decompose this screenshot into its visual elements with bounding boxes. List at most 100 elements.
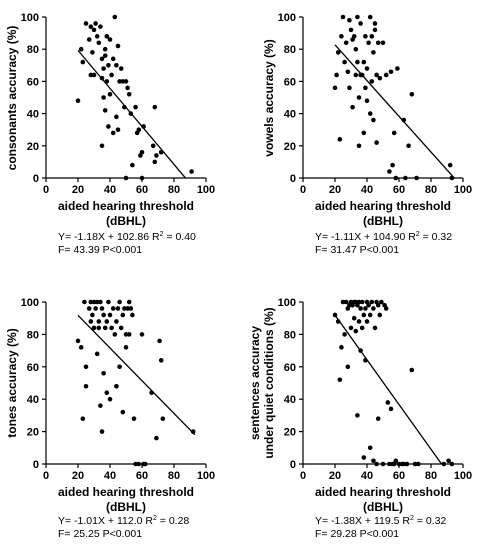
data-point bbox=[101, 312, 106, 318]
data-point bbox=[390, 162, 395, 168]
data-point bbox=[374, 72, 379, 78]
data-point bbox=[101, 95, 106, 100]
data-point bbox=[353, 72, 359, 78]
data-point bbox=[356, 95, 362, 100]
data-point bbox=[125, 306, 130, 311]
f-statistic: F= 29.28 P<0.001 bbox=[315, 528, 399, 540]
data-point bbox=[377, 75, 383, 81]
data-point bbox=[99, 75, 105, 81]
data-point bbox=[102, 325, 108, 331]
data-point bbox=[99, 306, 105, 311]
y-tick-label: 40 bbox=[27, 394, 39, 406]
data-point bbox=[128, 111, 134, 116]
data-point bbox=[415, 461, 421, 467]
equation-text: Y= -1.11X + 104.90 R bbox=[315, 231, 416, 243]
data-point bbox=[75, 98, 81, 104]
data-point bbox=[377, 312, 383, 318]
data-point bbox=[123, 79, 129, 84]
equation-text: Y= -1.38X + 119.5 R bbox=[315, 515, 410, 527]
data-point bbox=[83, 21, 89, 26]
data-point bbox=[412, 461, 418, 467]
data-point bbox=[133, 104, 138, 110]
data-point bbox=[101, 370, 106, 376]
y-axis-label: vowels accuracy (%) bbox=[262, 39, 276, 156]
y-tick-label: 100 bbox=[21, 12, 39, 24]
data-point bbox=[396, 461, 402, 467]
y-tick-label: 60 bbox=[284, 76, 296, 88]
r-squared-value: = 0.32 bbox=[414, 515, 447, 527]
data-point bbox=[118, 66, 124, 71]
data-point bbox=[393, 458, 399, 464]
data-point bbox=[367, 312, 373, 318]
data-point bbox=[83, 383, 89, 389]
data-point bbox=[94, 34, 100, 39]
y-tick-label: 20 bbox=[284, 141, 296, 153]
x-tick-label: 80 bbox=[425, 184, 437, 196]
data-point bbox=[366, 40, 371, 46]
data-point bbox=[447, 162, 453, 168]
data-point bbox=[117, 79, 122, 84]
data-point bbox=[98, 403, 103, 408]
data-point bbox=[118, 325, 124, 331]
data-point bbox=[369, 34, 375, 39]
data-point bbox=[149, 390, 154, 396]
data-point bbox=[94, 299, 100, 305]
data-point bbox=[115, 127, 121, 132]
data-point bbox=[337, 137, 343, 142]
x-tick-label: 40 bbox=[104, 184, 116, 196]
data-point bbox=[353, 328, 359, 334]
data-point bbox=[141, 124, 146, 129]
x-tick-label: 100 bbox=[454, 184, 472, 196]
f-statistic: F= 25.25 P<0.001 bbox=[58, 528, 142, 540]
x-axis-unit: (dBHL) bbox=[106, 214, 146, 228]
data-point bbox=[110, 306, 116, 311]
data-point bbox=[350, 104, 355, 110]
x-tick-label: 60 bbox=[136, 184, 148, 196]
data-point bbox=[358, 21, 363, 26]
y-tick-label: 80 bbox=[27, 329, 39, 341]
y-tick-label: 40 bbox=[284, 394, 296, 406]
data-point bbox=[106, 299, 111, 305]
data-point bbox=[154, 435, 159, 441]
regression-equation: Y= -1.11X + 104.90 R2 = 0.32 bbox=[315, 231, 452, 243]
data-point bbox=[80, 416, 86, 421]
y-tick-label: 80 bbox=[284, 329, 296, 341]
data-point bbox=[339, 34, 344, 39]
x-axis-label: aided hearing threshold bbox=[315, 199, 451, 213]
data-point bbox=[355, 413, 360, 418]
y-tick-label: 20 bbox=[27, 141, 39, 153]
data-point bbox=[94, 351, 100, 357]
data-point bbox=[123, 332, 129, 337]
equation-text: Y= -1.01X + 112.0 R bbox=[58, 515, 153, 527]
data-point bbox=[372, 325, 378, 331]
data-point bbox=[80, 59, 86, 65]
x-tick-label: 40 bbox=[104, 470, 116, 482]
x-tick-label: 60 bbox=[136, 470, 148, 482]
data-point bbox=[90, 50, 95, 55]
data-point bbox=[75, 338, 81, 344]
data-point bbox=[369, 79, 375, 84]
data-point bbox=[371, 50, 376, 55]
data-point bbox=[123, 175, 129, 181]
data-point bbox=[375, 40, 381, 46]
regression-equation: Y= -1.01X + 112.0 R2 = 0.28 bbox=[58, 515, 189, 527]
data-point bbox=[348, 325, 354, 331]
data-point bbox=[128, 306, 134, 311]
data-point bbox=[91, 299, 97, 305]
x-tick-label: 60 bbox=[393, 184, 405, 196]
data-point bbox=[361, 312, 367, 318]
y-tick-label: 40 bbox=[27, 109, 39, 121]
data-point bbox=[114, 63, 119, 68]
data-point bbox=[335, 319, 341, 324]
data-point bbox=[387, 461, 392, 467]
data-point bbox=[380, 40, 386, 46]
regression-equation: Y= -1.18X + 102.86 R2 = 0.40 bbox=[58, 231, 196, 243]
data-point bbox=[136, 461, 142, 467]
r-squared-value: = 0.40 bbox=[163, 231, 196, 243]
data-point bbox=[342, 332, 347, 337]
data-point bbox=[380, 461, 386, 467]
data-point bbox=[131, 416, 137, 421]
data-point bbox=[375, 302, 381, 308]
data-point bbox=[115, 306, 121, 311]
